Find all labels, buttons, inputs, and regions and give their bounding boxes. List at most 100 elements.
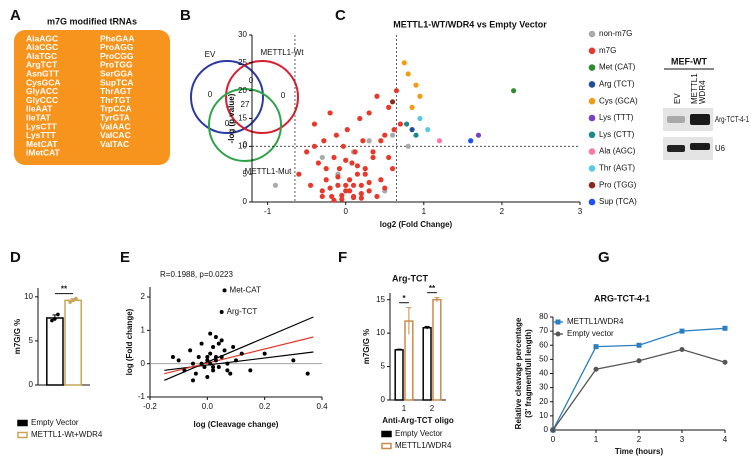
venn-label: METTL1-Mut <box>245 167 292 176</box>
trna-name: ValAAC <box>100 121 131 131</box>
legend-label: Lys (TTT) <box>599 113 634 122</box>
legend-label: Arg (TCT) <box>599 80 635 89</box>
point <box>329 193 335 200</box>
venn-count: 27 <box>241 100 250 109</box>
x-tick-label: 0 <box>551 435 556 444</box>
point <box>347 177 353 183</box>
chart-title: ARG-TCT-4-1 <box>594 293 650 303</box>
trna-name: MetCAT <box>26 139 58 149</box>
bar <box>46 317 64 386</box>
point <box>378 177 384 183</box>
legend-label: Lys (CTT) <box>599 130 635 139</box>
point <box>401 60 407 66</box>
venn-count: 0 <box>225 119 230 128</box>
trna-name: ProTGG <box>100 60 133 70</box>
y-tick-label: 25 <box>238 58 247 67</box>
blot-strip <box>663 108 713 131</box>
chart-title: Arg-TCT <box>392 273 428 283</box>
panel-label: G <box>598 249 610 266</box>
point <box>336 166 343 172</box>
point <box>366 110 372 116</box>
point <box>333 132 339 138</box>
point <box>228 371 233 376</box>
y-tick-label: 5 <box>381 362 386 371</box>
point <box>211 365 216 369</box>
point <box>374 193 380 200</box>
point <box>389 99 396 105</box>
venn-label: EV <box>205 50 216 59</box>
legend-label: non-m7G <box>599 29 632 38</box>
legend-swatch <box>588 81 596 88</box>
x-tick-label: -0.2 <box>143 402 157 411</box>
legend-swatch <box>17 419 28 427</box>
x-tick-label: 0 <box>343 207 348 216</box>
point <box>170 355 175 359</box>
point-label: Arg-TCT <box>227 307 258 316</box>
point <box>222 288 227 293</box>
blot-row-label: U6 <box>715 144 726 153</box>
y-tick-label: 5 <box>243 169 248 178</box>
x-tick-label: 1 <box>402 404 407 413</box>
point <box>417 115 423 122</box>
point <box>360 138 366 144</box>
point <box>213 358 218 363</box>
y-axis-label: -log (p value) <box>227 93 236 143</box>
point <box>425 127 431 133</box>
legend-label: Cys (GCA) <box>599 96 638 105</box>
trna-name: TyrGTA <box>100 112 130 122</box>
chart-title: METTL1-WT/WDR4 vs Empty Vector <box>393 19 547 29</box>
legend-label: Met (CAT) <box>599 63 636 72</box>
point <box>468 138 474 144</box>
point <box>393 88 400 94</box>
legend-swatch <box>381 442 392 450</box>
y-tick-label: 30 <box>238 30 247 39</box>
y-tick-label: 0 <box>141 359 146 368</box>
bar <box>64 299 82 386</box>
point <box>358 191 364 197</box>
point <box>193 371 198 376</box>
blot-band <box>690 143 710 150</box>
point <box>188 348 193 353</box>
panel-title: m7G modified tRNAs <box>47 16 137 26</box>
bar <box>432 298 442 401</box>
x-tick-label: 2 <box>430 404 435 413</box>
point <box>335 174 341 180</box>
legend-swatch <box>588 181 596 189</box>
point <box>343 188 349 194</box>
point <box>208 361 213 366</box>
y-tick-label: 0 <box>243 197 248 206</box>
point <box>196 355 201 359</box>
legend-label: Ala (AGC) <box>599 147 636 156</box>
point <box>350 194 357 201</box>
y-tick-label: 30 <box>539 383 548 392</box>
trna-name: AsnGTT <box>26 68 60 78</box>
point <box>225 361 230 366</box>
trna-name: ProAGG <box>100 42 134 52</box>
point <box>208 351 213 356</box>
annotation: R=0.1988, p=0.0223 <box>160 270 234 279</box>
point <box>323 166 329 172</box>
panel-label: B <box>180 7 191 24</box>
significance-label: * <box>402 294 406 303</box>
legend-swatch <box>588 97 596 105</box>
blot-band <box>667 145 685 152</box>
panel-label: E <box>120 249 130 266</box>
point <box>219 310 224 314</box>
marker <box>636 358 642 364</box>
legend-label: Empty Vector <box>395 429 443 438</box>
trna-name: ProCGG <box>100 51 134 61</box>
point <box>211 368 216 373</box>
y-tick-label: 15 <box>238 114 247 123</box>
y-axis-label: (3' fragment/full length) <box>524 329 533 418</box>
point <box>413 82 419 88</box>
marker <box>722 325 728 331</box>
venn-label: METTL1-Wt <box>260 48 304 57</box>
point <box>335 182 341 188</box>
point <box>323 177 329 183</box>
point <box>347 188 353 194</box>
point <box>358 195 364 201</box>
trna-name: PheGAA <box>100 33 134 43</box>
legend-swatch <box>588 148 596 155</box>
trna-name: ThrAGT <box>100 86 132 96</box>
